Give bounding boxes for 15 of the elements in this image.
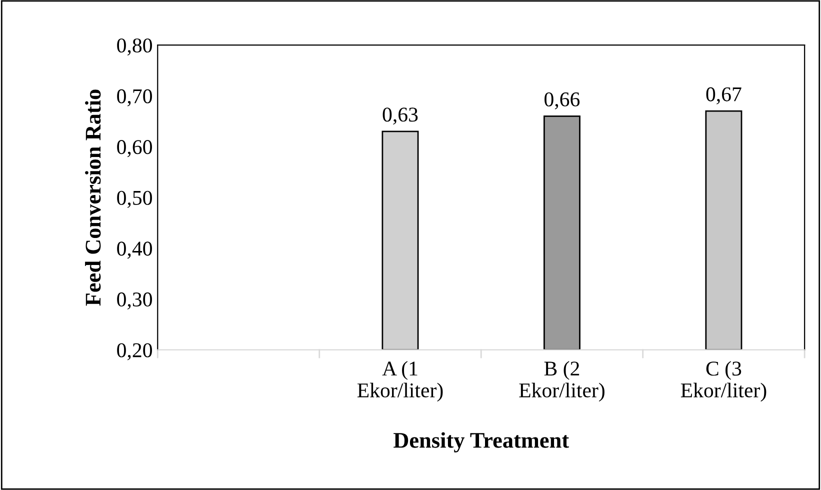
- data-label: 0,67: [706, 87, 742, 104]
- data-label: 0,66: [544, 92, 580, 110]
- y-tick-label: 0,80: [117, 38, 152, 56]
- x-tick-label: C (3 Ekor/liter): [680, 360, 766, 402]
- y-tick-label: 0,50: [117, 190, 152, 208]
- y-axis-title: Feed Conversion Ratio: [85, 90, 101, 306]
- y-tick-label: 0,20: [117, 343, 152, 360]
- y-tick-label: 0,40: [117, 242, 152, 259]
- y-tick-label: 0,70: [117, 89, 152, 106]
- x-tick-label: B (2 Ekor/liter): [519, 360, 604, 402]
- y-tick-label: 0,60: [117, 140, 152, 158]
- x-axis-title: Density Treatment: [394, 432, 569, 452]
- y-tick-label: 0,30: [117, 292, 152, 310]
- data-label: 0,63: [382, 108, 418, 125]
- x-tick-label: A (1 Ekor/liter): [357, 360, 443, 402]
